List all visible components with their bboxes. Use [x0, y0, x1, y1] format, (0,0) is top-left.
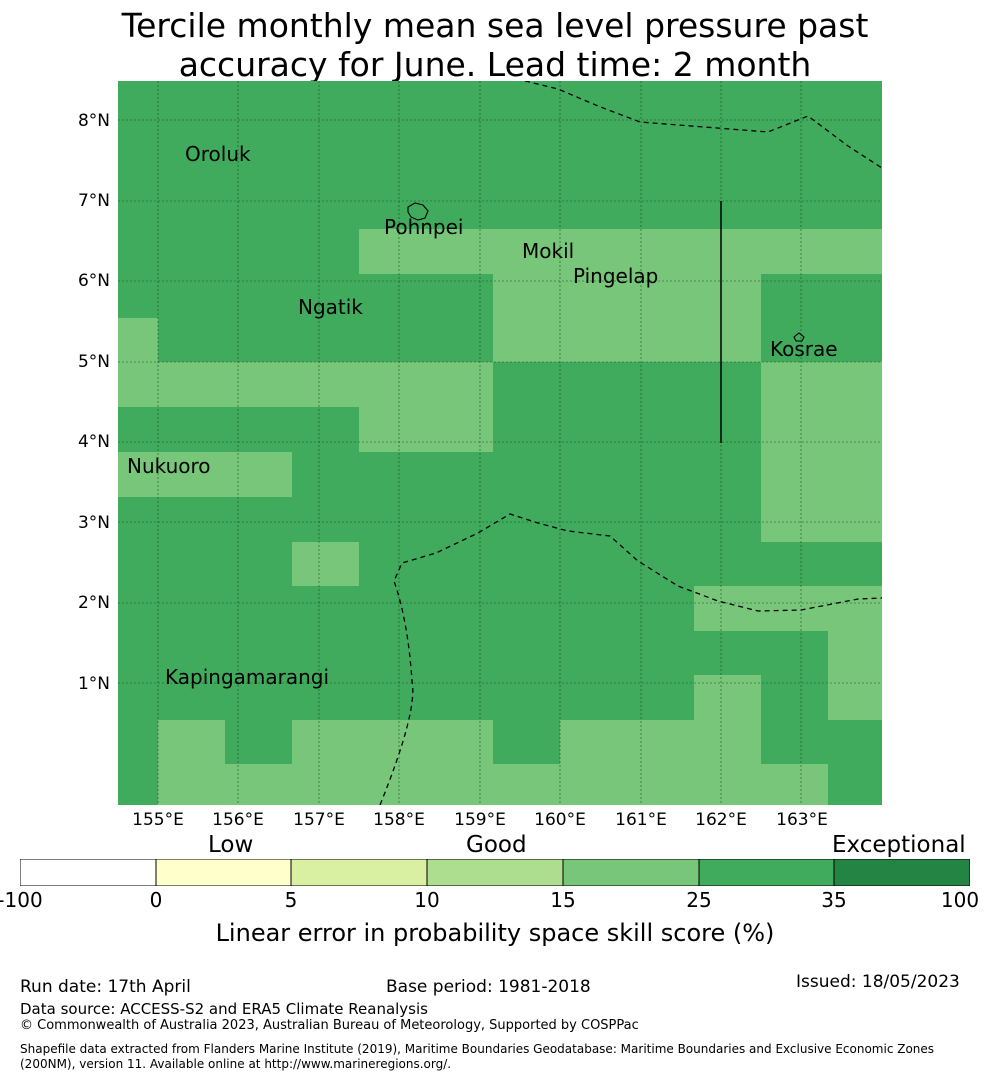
issued-date: Issued: 18/05/2023	[796, 972, 960, 992]
shapefile-credit-line-2: (200NM), version 11. Available online at…	[20, 1057, 452, 1071]
latitude-label: 1°N	[77, 674, 110, 694]
place-label-pingelap: Pingelap	[573, 264, 659, 288]
eez-boundary-north	[524, 81, 882, 169]
skill-grid	[118, 81, 882, 805]
base-period: Base period: 1981-2018	[386, 977, 591, 997]
colorbar-tick-label: 35	[821, 888, 847, 912]
pohnpei-island-outline	[407, 202, 429, 221]
skill-region-light	[694, 675, 761, 720]
longitude-label: 158°E	[373, 810, 425, 830]
skill-region-light	[560, 720, 694, 764]
colorbar	[20, 859, 970, 886]
colorbar-segment	[426, 859, 564, 886]
colorbar-tick-label: 5	[284, 888, 298, 912]
colorbar-segment	[698, 859, 835, 886]
skill-region-light	[359, 407, 493, 452]
latitude-label: 8°N	[77, 111, 110, 131]
place-label-kapingamarangi: Kapingamarangi	[165, 665, 330, 689]
colorbar-segment	[833, 859, 970, 886]
kosrae-island-outline	[793, 332, 805, 342]
colorbar-category-exceptional: Exceptional	[832, 832, 966, 858]
run-date: Run date: 17th April	[20, 977, 191, 997]
colorbar-segment	[562, 859, 700, 886]
skill-region-light	[158, 720, 225, 764]
skill-region-light	[118, 318, 158, 362]
eez-boundaries	[379, 81, 882, 805]
place-label-oroluk: Oroluk	[185, 142, 251, 166]
skill-region-light	[292, 720, 493, 764]
skill-region-light	[118, 452, 292, 497]
skill-region-light	[627, 274, 761, 362]
colorbar-tick-label: 10	[414, 888, 440, 912]
skill-map	[118, 81, 882, 805]
latitude-label: 7°N	[77, 191, 110, 211]
longitude-label: 162°E	[695, 810, 747, 830]
latitude-label: 6°N	[77, 271, 110, 291]
place-label-pohnpei: Pohnpei	[384, 215, 464, 239]
island-outlines	[407, 202, 805, 342]
colorbar-tick-label: 0	[149, 888, 163, 912]
skill-region-light	[694, 720, 761, 764]
skill-region-light	[118, 362, 493, 407]
skill-region-light	[292, 542, 359, 586]
colorbar-segment	[290, 859, 428, 886]
longitude-label: 159°E	[454, 810, 506, 830]
latitude-label: 3°N	[77, 513, 110, 533]
place-label-kosrae: Kosrae	[770, 337, 838, 361]
eez-boundary-south-arc	[379, 513, 882, 805]
colorbar-category-low: Low	[208, 832, 254, 858]
shapefile-credit-line-1: Shapefile data extracted from Flanders M…	[20, 1042, 935, 1056]
skill-region-light	[627, 229, 882, 274]
latitude-label: 5°N	[77, 352, 110, 372]
colorbar-segment	[20, 859, 157, 886]
colorbar-tick-label: 100	[940, 888, 980, 912]
latitude-label: 2°N	[77, 593, 110, 613]
latitude-label: 4°N	[77, 432, 110, 452]
longitude-label: 161°E	[615, 810, 667, 830]
skill-region-light	[828, 631, 882, 720]
longitude-label: 155°E	[132, 810, 184, 830]
map-title-line-2: accuracy for June. Lead time: 2 month	[178, 45, 812, 84]
longitude-label: 156°E	[212, 810, 264, 830]
copyright-notice: © Commonwealth of Australia 2023, Austra…	[20, 1018, 639, 1033]
colorbar-tick-label: -100	[0, 888, 43, 912]
skill-region-light	[761, 362, 882, 407]
data-source: Data source: ACCESS-S2 and ERA5 Climate …	[20, 1000, 428, 1018]
place-label-nukuoro: Nukuoro	[127, 454, 211, 478]
place-label-ngatik: Ngatik	[298, 295, 363, 319]
place-label-mokil: Mokil	[522, 239, 575, 263]
skill-region-light	[158, 764, 828, 805]
longitude-label: 163°E	[776, 810, 828, 830]
colorbar-tick-label: 15	[550, 888, 576, 912]
skill-region-light	[761, 407, 882, 542]
skill-region-light	[694, 586, 882, 631]
skill-map-canvas	[118, 81, 882, 805]
longitude-label: 160°E	[534, 810, 586, 830]
map-title-line-1: Tercile monthly mean sea level pressure …	[121, 6, 869, 45]
colorbar-segment	[155, 859, 292, 886]
skill-region-light	[359, 229, 493, 274]
longitude-label: 157°E	[293, 810, 345, 830]
colorbar-tick-label: 25	[686, 888, 712, 912]
colorbar-category-good: Good	[466, 832, 527, 858]
colorbar-axis-label: Linear error in probability space skill …	[215, 919, 775, 947]
